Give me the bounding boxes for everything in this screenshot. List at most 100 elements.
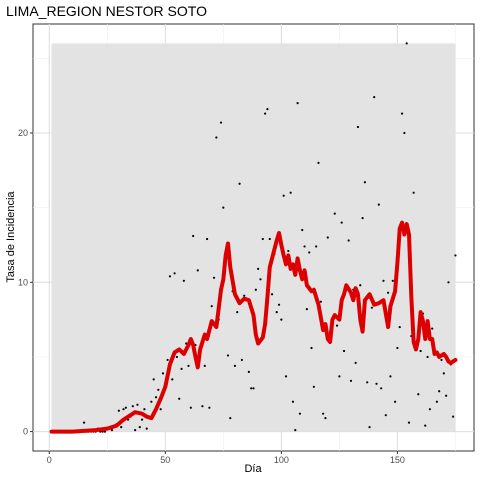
data-point — [452, 415, 455, 418]
data-point — [182, 279, 185, 282]
data-point — [189, 406, 192, 409]
data-point — [229, 417, 232, 420]
data-point — [342, 349, 346, 353]
data-point — [407, 421, 411, 424]
data-point — [359, 284, 362, 287]
data-point — [419, 349, 422, 353]
data-point — [326, 236, 329, 239]
data-point — [356, 125, 360, 129]
data-point — [403, 131, 406, 135]
data-point — [447, 281, 450, 284]
data-point — [134, 429, 137, 432]
data-point — [150, 400, 153, 403]
data-point — [317, 161, 320, 164]
data-point — [384, 414, 387, 417]
x-tick-label: 150 — [390, 455, 405, 465]
data-point — [175, 355, 179, 359]
data-point — [338, 375, 341, 378]
data-point — [301, 228, 304, 232]
data-point — [270, 293, 274, 296]
data-point — [124, 406, 127, 409]
x-tick-label: 0 — [47, 455, 52, 465]
shaded-band — [51, 43, 456, 432]
data-point — [375, 382, 378, 385]
data-point — [322, 412, 325, 415]
data-point — [368, 426, 371, 429]
data-point — [431, 327, 434, 330]
data-point — [324, 417, 327, 420]
x-tick-label: 50 — [160, 455, 170, 465]
data-point — [440, 358, 443, 362]
data-point — [296, 102, 299, 105]
data-point — [212, 276, 216, 279]
data-point — [363, 181, 367, 184]
x-tick-label: 100 — [274, 455, 289, 465]
data-point — [192, 234, 195, 238]
y-tick-label: 20 — [18, 128, 28, 138]
data-point — [117, 409, 120, 412]
y-tick-label: 0 — [23, 427, 28, 437]
data-point — [264, 112, 267, 115]
data-point — [187, 364, 190, 367]
data-point — [398, 325, 401, 329]
data-point — [347, 239, 350, 242]
data-point — [131, 405, 134, 408]
data-point — [259, 278, 262, 281]
data-point — [243, 294, 246, 297]
x-axis: 0 50 100 150 — [47, 451, 405, 465]
data-point — [333, 212, 336, 215]
data-point — [240, 358, 243, 362]
data-point — [219, 121, 223, 124]
data-point — [393, 400, 397, 403]
data-point — [303, 245, 306, 248]
data-point — [205, 237, 209, 241]
data-point — [305, 308, 308, 311]
data-point — [289, 191, 292, 194]
data-point — [382, 279, 385, 282]
data-point — [157, 388, 160, 391]
data-point — [226, 354, 230, 357]
data-point — [391, 279, 394, 282]
data-point — [171, 378, 174, 381]
data-point — [310, 346, 313, 350]
data-point — [168, 275, 172, 278]
data-point — [233, 364, 237, 367]
data-point — [319, 300, 322, 303]
data-point — [238, 182, 241, 185]
data-point — [294, 429, 297, 432]
smoothed-line — [49, 220, 458, 434]
data-point — [145, 427, 148, 430]
data-point — [257, 267, 260, 270]
data-point — [354, 361, 357, 365]
data-point — [215, 136, 218, 139]
data-point — [400, 112, 404, 115]
data-point — [377, 203, 380, 206]
data-point — [82, 421, 86, 424]
data-point — [252, 387, 255, 390]
data-point — [361, 216, 364, 220]
data-point — [140, 418, 144, 421]
data-point — [222, 206, 225, 209]
data-point — [405, 42, 408, 45]
data-point — [370, 306, 373, 309]
data-point — [173, 272, 176, 275]
data-point — [284, 375, 288, 378]
data-point — [154, 396, 158, 399]
data-point — [266, 108, 269, 111]
data-point — [268, 237, 271, 241]
data-point — [373, 96, 376, 99]
data-point — [103, 430, 107, 433]
data-point — [136, 403, 139, 406]
data-point — [282, 194, 285, 197]
data-point — [208, 406, 211, 409]
data-point — [120, 426, 123, 429]
data-point — [389, 375, 392, 378]
data-point — [315, 245, 318, 248]
data-point — [312, 385, 315, 388]
data-point — [277, 303, 281, 306]
data-point — [247, 370, 250, 373]
data-point — [275, 311, 278, 314]
data-point — [161, 372, 165, 375]
data-point — [110, 429, 114, 432]
